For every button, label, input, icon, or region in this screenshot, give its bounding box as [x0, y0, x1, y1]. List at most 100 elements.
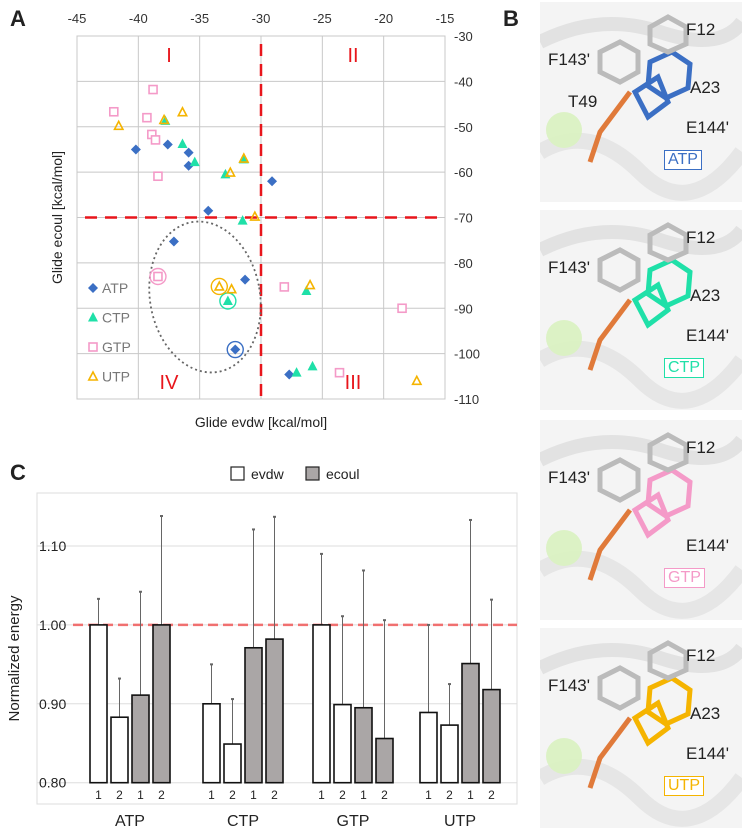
panel-label-b: B — [503, 6, 519, 31]
scatter-plot-energy: -45 -40 -35 -30 -25 -20 -15 -30 -40 -50 -60 -70 -80 -… — [49, 11, 480, 430]
x-tick-label: -15 — [436, 11, 455, 26]
metal-ion-sphere — [546, 530, 582, 566]
data-point-utp — [249, 210, 261, 221]
metal-ion-sphere — [546, 320, 582, 356]
protein-ribbon — [540, 550, 742, 619]
data-point-atp — [284, 369, 295, 380]
x-tick-label: -20 — [374, 11, 393, 26]
panel-label-a: A — [10, 6, 26, 31]
legend-marker-ctp — [88, 312, 98, 322]
data-point-atp — [183, 160, 194, 171]
quadrant-label: III — [345, 372, 362, 394]
protein-ribbon — [540, 17, 742, 49]
error-cap — [341, 615, 344, 618]
bar-sub-label: 1 — [250, 788, 257, 802]
data-point-atp — [240, 274, 251, 285]
bar-sub-label: 1 — [360, 788, 367, 802]
ligand-label: ATP — [664, 150, 702, 170]
bar-atp-evdw — [89, 624, 108, 784]
category-label: GTP — [337, 813, 370, 830]
error-cap — [160, 515, 163, 518]
data-point-utp — [113, 119, 125, 131]
legend-label-ctp: CTP — [102, 310, 130, 326]
x-axis-title: Glide evdw [kcal/mol] — [195, 414, 327, 430]
data-point-ctp — [238, 153, 249, 164]
y-tick-label: -90 — [454, 301, 473, 316]
residue-label: E144' — [686, 744, 729, 763]
y-tick-label: -40 — [454, 74, 473, 89]
error-cap — [118, 677, 121, 680]
phosphate-chain — [587, 716, 632, 789]
data-point-gtp — [334, 367, 345, 378]
bar-utp-ecoul — [461, 662, 480, 784]
residue-sidechain — [597, 39, 641, 85]
error-cap — [448, 683, 451, 686]
error-cap — [210, 663, 213, 666]
legend-marker-atp — [88, 283, 98, 293]
data-point-ctp — [222, 295, 233, 305]
data-point-atp — [183, 147, 194, 158]
bar-gtp-evdw — [333, 703, 352, 784]
legend-label-ecoul: ecoul — [326, 466, 359, 482]
bar-atp-ecoul — [152, 624, 171, 784]
structure-ctp: F12 F143' A23 E144' CTP — [540, 210, 742, 410]
residue-label: A23 — [690, 286, 721, 305]
data-point-ctp — [291, 367, 302, 377]
bar-ctp-evdw — [202, 702, 221, 784]
y-tick-label: 1.10 — [39, 538, 66, 554]
protein-ribbon — [540, 758, 742, 827]
residue-label: E144' — [686, 118, 729, 137]
residue-sidechain — [647, 432, 689, 473]
legend-label-atp: ATP — [102, 280, 128, 296]
bar-sub-label: 2 — [116, 788, 123, 802]
error-cap — [320, 552, 323, 555]
error-cap — [383, 619, 386, 622]
error-cap — [469, 518, 472, 521]
bar-gtp-ecoul — [354, 706, 373, 784]
cluster-ellipse — [148, 220, 262, 374]
residue-sidechain — [647, 640, 689, 681]
bar-atp-evdw — [110, 716, 129, 784]
quadrant-label: II — [347, 45, 358, 67]
bar-sub-label: 2 — [229, 788, 236, 802]
bar-ctp-ecoul — [244, 646, 263, 784]
y-tick-label: -70 — [454, 211, 473, 226]
data-point-atp — [267, 176, 278, 187]
data-point-gtp — [153, 171, 163, 182]
ligand-label: CTP — [664, 358, 704, 378]
category-label: ATP — [115, 813, 145, 830]
y-tick-label: -30 — [454, 29, 473, 44]
bar-sub-label: 1 — [95, 788, 102, 802]
bar-gtp-ecoul — [375, 737, 394, 784]
legend-label-gtp: GTP — [102, 339, 131, 355]
protein-ribbon — [540, 132, 742, 201]
residue-label: F12 — [686, 20, 716, 39]
residue-label: F12 — [686, 438, 716, 457]
bar-sub-label: 2 — [271, 788, 278, 802]
data-point-gtp — [279, 282, 290, 292]
residue-label: T49 — [568, 92, 598, 111]
ligand-base — [645, 467, 693, 519]
residue-sidechain — [647, 222, 689, 263]
residue-label: F143' — [548, 258, 590, 277]
y-tick-label: 0.90 — [39, 696, 66, 712]
legend-swatch-ecoul — [305, 466, 320, 481]
error-cap — [97, 597, 100, 600]
structure-utp: F12 F143' A23 E144' UTP — [540, 628, 742, 828]
data-point-atp — [203, 205, 214, 216]
bar-ctp-evdw — [223, 743, 242, 784]
ligand-base — [645, 257, 693, 309]
data-point-gtp — [153, 271, 163, 282]
bar-sub-label: 2 — [158, 788, 165, 802]
legend-label-evdw: evdw — [251, 466, 285, 482]
data-point-ctp — [307, 360, 318, 371]
data-point-utp — [304, 278, 316, 290]
data-point-atp — [168, 236, 179, 247]
residue-label: F143' — [548, 676, 590, 695]
data-point-ctp — [301, 285, 312, 296]
data-point-gtp — [150, 135, 161, 145]
data-point-ctp — [177, 138, 188, 148]
y-tick-label: 1.00 — [39, 617, 66, 633]
bar-sub-label: 1 — [425, 788, 432, 802]
